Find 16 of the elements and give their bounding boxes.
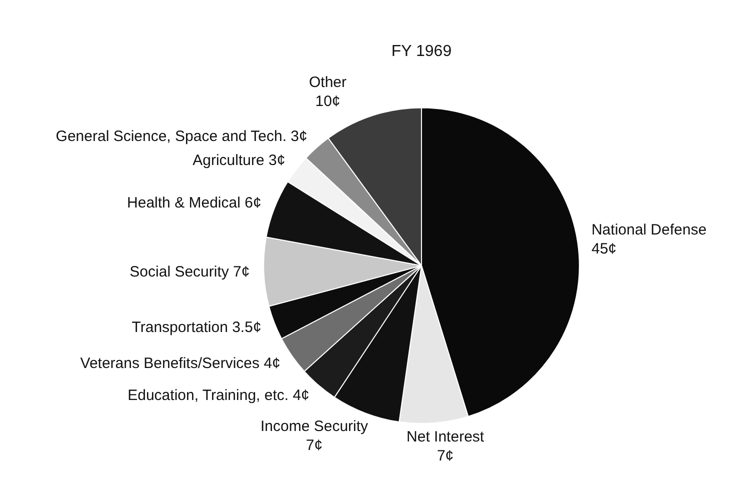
chart-title: FY 1969 xyxy=(391,43,452,60)
slice-label: Other xyxy=(308,74,347,91)
slice-label: Net Interest xyxy=(406,428,485,446)
data-label: 7¢ xyxy=(306,436,323,454)
data-label: 10¢ xyxy=(315,92,340,110)
slice-label: National Defense xyxy=(591,222,707,239)
slice-label: Education, Training, etc. 4¢ xyxy=(128,387,310,404)
data-label: 45¢ xyxy=(591,240,616,258)
slice-label: Health & Medical 6¢ xyxy=(127,194,262,212)
data-label: 7¢ xyxy=(436,448,454,465)
slice-label: Income Security xyxy=(260,418,369,435)
slice-label: Agriculture 3¢ xyxy=(192,152,286,170)
slice-label: General Science, Space and Tech. 3¢ xyxy=(56,128,308,146)
slice-label: Transportation 3.5¢ xyxy=(132,319,262,336)
slice-label: Social Security 7¢ xyxy=(130,264,250,281)
slice-label: Veterans Benefits/Services 4¢ xyxy=(80,354,280,372)
